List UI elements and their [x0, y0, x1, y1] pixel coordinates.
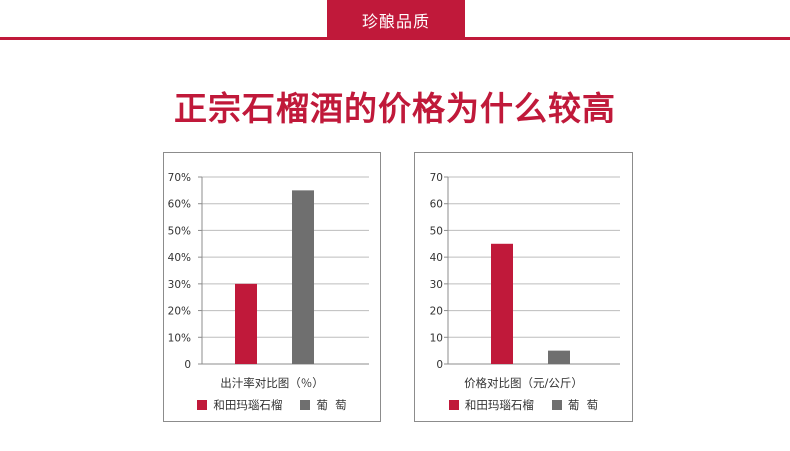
y-tick-label: 10% — [168, 332, 191, 344]
section-tab-label: 珍酿品质 — [361, 11, 430, 31]
y-tick-label: 0 — [436, 359, 443, 371]
y-tick-label: 50% — [168, 225, 191, 237]
y-tick-label: 20% — [168, 306, 191, 318]
price-chart-plot: 0 10 20 30 40 50 60 70 — [430, 172, 620, 371]
y-tick-label: 40% — [168, 252, 191, 264]
bar-pomegranate — [491, 243, 513, 364]
legend-label-grape: 葡 萄 — [567, 398, 599, 412]
juice-yield-chart-x-title: 出汁率对比图（％） — [220, 376, 324, 390]
bar-grape — [292, 190, 314, 364]
y-tick-label: 70% — [168, 172, 191, 184]
legend-label-pomegranate: 和田玛瑙石榴 — [464, 398, 534, 412]
legend-swatch-grape — [551, 400, 562, 410]
y-tick-label: 20 — [430, 306, 443, 318]
y-tick-label: 50 — [430, 225, 443, 237]
y-tick-label: 30% — [168, 279, 191, 291]
juice-yield-chart-legend: 和田玛瑙石榴 葡 萄 — [164, 397, 380, 413]
section-tab: 珍酿品质 — [327, 0, 465, 39]
page-title: 正宗石榴酒的价格为什么较高 — [174, 89, 616, 128]
price-chart: 0 10 20 30 40 50 60 70 价格对比图（元/公斤） 和田玛瑙石榴 葡 萄 — [414, 152, 633, 422]
legend-item-pomegranate: 和田玛瑙石榴 — [448, 397, 534, 413]
legend-item-pomegranate: 和田玛瑙石榴 — [197, 397, 282, 413]
bar-grape — [548, 350, 570, 364]
legend-swatch-pomegranate — [197, 400, 208, 410]
y-tick-label: 0 — [184, 359, 191, 371]
legend-item-grape: 葡 萄 — [551, 397, 599, 413]
legend-label-pomegranate: 和田玛瑙石榴 — [213, 398, 283, 412]
price-chart-x-title: 价格对比图（元/公斤） — [464, 376, 583, 390]
y-tick-label: 60% — [168, 199, 191, 211]
y-tick-label: 60 — [430, 199, 443, 211]
y-tick-label: 40 — [430, 252, 443, 264]
juice-yield-chart-plot: 0 10% 20% 30% 40% 50% 60% 70% — [168, 172, 369, 371]
legend-swatch-pomegranate — [448, 400, 459, 410]
y-tick-label: 70 — [430, 172, 443, 184]
legend-label-grape: 葡 萄 — [316, 398, 347, 412]
juice-yield-chart: 0 10% 20% 30% 40% 50% 60% 70% 出汁率对比图（％） 和田玛瑙石榴 … — [163, 152, 381, 422]
legend-swatch-grape — [300, 400, 311, 410]
price-chart-legend: 和田玛瑙石榴 葡 萄 — [415, 397, 632, 413]
y-tick-label: 10 — [430, 332, 443, 344]
y-tick-label: 30 — [430, 279, 443, 291]
legend-item-grape: 葡 萄 — [300, 397, 347, 413]
bar-pomegranate — [235, 283, 257, 364]
